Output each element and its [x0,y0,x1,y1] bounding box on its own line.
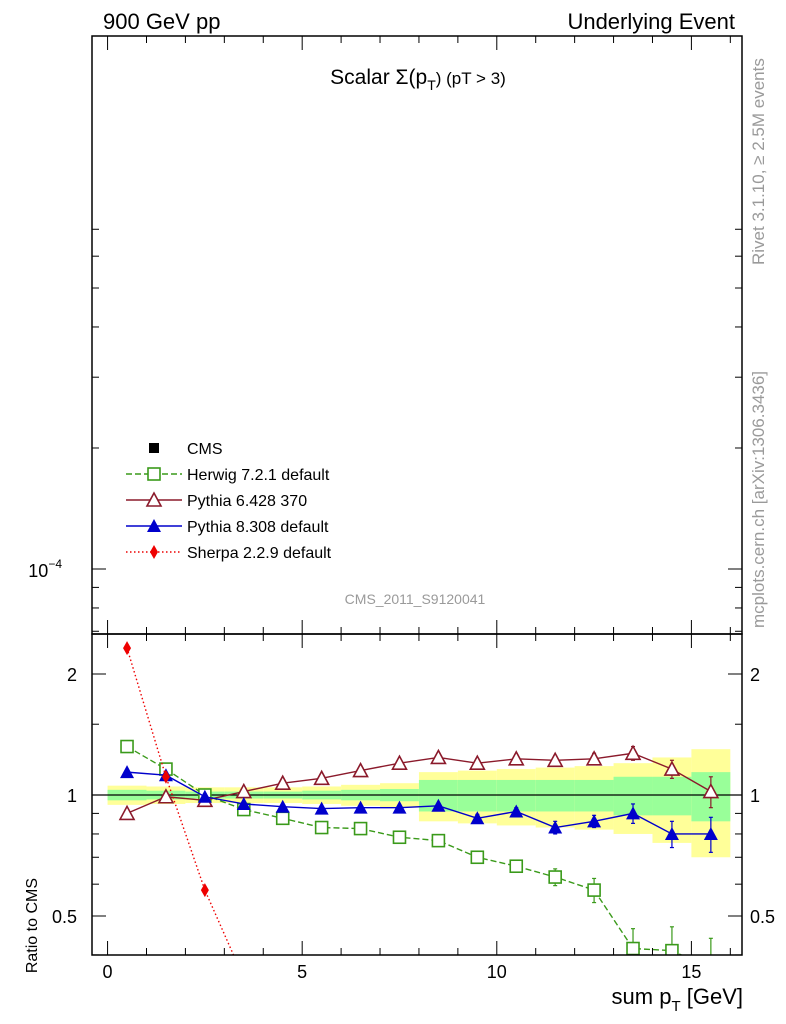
legend-label: Herwig 7.2.1 default [187,467,330,484]
plot-title: Scalar Σ(pT) (pT > 3) [330,66,506,93]
ratio-y-tick-label-right: 0.5 [750,907,775,927]
legend-marker [150,545,158,559]
series-line [126,771,711,835]
stat-uncertainty-band [457,779,497,812]
data-point [275,811,290,826]
legend-marker [147,519,161,532]
data-point [702,782,720,799]
data-point [240,971,248,985]
data-point [509,804,524,818]
legend-entry: CMS [149,441,223,458]
ratio-y-tick-label-right: 1 [750,786,760,806]
data-point [118,804,136,821]
side-text-rivet: Rivet 3.1.10, ≥ 2.5M events [749,58,768,265]
data-point [585,750,603,766]
data-point [546,751,564,768]
data-point [197,789,212,803]
ratio-y-tick-label-right: 2 [750,665,760,685]
legend: CMS Herwig 7.2.1 default Pythia 6.428 370 P… [126,441,332,562]
series-line [126,745,684,955]
data-point [470,850,485,865]
data-point [352,761,369,778]
stat-uncertainty-band [574,779,614,812]
data-point [120,765,135,779]
data-point [353,821,368,836]
data-point [430,748,447,765]
series-pythia-8-308-default [120,765,718,853]
data-point [548,870,562,884]
data-point [313,769,330,786]
series-clip-group [118,641,720,985]
x-tick-label: 10 [487,962,507,982]
data-point [587,883,601,897]
data-point [664,826,679,840]
data-point [314,801,329,815]
legend-marker [149,443,159,453]
data-point [626,941,640,955]
legend-entry: Sherpa 2.2.9 default [126,545,332,562]
data-point [314,820,329,835]
stat-uncertainty-band [535,779,575,812]
side-text-mcplots: mcplots.cern.ch [arXiv:1306.3436] [749,371,768,628]
series-line [126,647,235,955]
data-point [431,798,446,812]
data-point [624,744,642,761]
ratio-axes: 0 5 10 15 0.5 0.5 1 1 2 2 [52,634,775,982]
legend-marker [145,491,163,507]
data-point [236,796,251,810]
stat-uncertainty-band [652,776,692,816]
data-point [665,943,679,955]
legend-label: Pythia 8.308 default [187,519,329,536]
series-pythia-6-428-370 [118,744,720,821]
data-point [468,754,486,770]
ratio-y-tick-label-left: 1 [67,786,77,806]
x-axis-label: sum pT [GeV] [612,984,743,1015]
series-sherpa-2-2-9-default [123,641,248,985]
data-point [431,833,446,848]
header-right: Underlying Event [567,9,735,34]
header-left: 900 GeV pp [103,9,220,34]
data-point [705,963,717,975]
data-point [703,826,718,840]
data-point [274,774,292,790]
data-point [470,811,485,825]
legend-marker [147,467,161,481]
data-point [626,806,641,820]
data-point [392,800,407,814]
data-point [509,859,524,874]
legend-entry: Pythia 6.428 370 [126,491,307,510]
ratio-y-tick-label-left: 2 [67,665,77,685]
legend-entry: Herwig 7.2.1 default [126,467,330,484]
data-point [123,641,132,656]
x-tick-label: 15 [681,962,701,982]
x-tick-label: 0 [103,962,113,982]
upper-ytick-label: 10−4 [28,557,62,581]
ratio-ylabel: Ratio to CMS [24,878,41,973]
data-point [157,788,175,804]
data-point [507,750,525,766]
data-point [392,830,407,845]
legend-label: Pythia 6.428 370 [187,493,307,510]
data-point [391,754,408,770]
legend-label: CMS [187,441,223,458]
data-point [275,799,290,813]
data-point [663,760,681,776]
legend-entry: Pythia 8.308 default [126,519,329,536]
ratio-series [118,641,720,985]
analysis-id: CMS_2011_S9120041 [345,591,486,607]
data-point [587,814,602,828]
data-point [200,883,209,898]
x-tick-label: 5 [297,962,307,982]
data-point [120,739,134,754]
legend-label: Sherpa 2.2.9 default [187,545,332,562]
ratio-y-tick-label-left: 0.5 [52,907,77,927]
data-point [353,800,368,814]
data-point [161,769,170,784]
data-point [548,820,563,834]
series-line [126,752,712,815]
upper-y-ticks [92,36,742,634]
